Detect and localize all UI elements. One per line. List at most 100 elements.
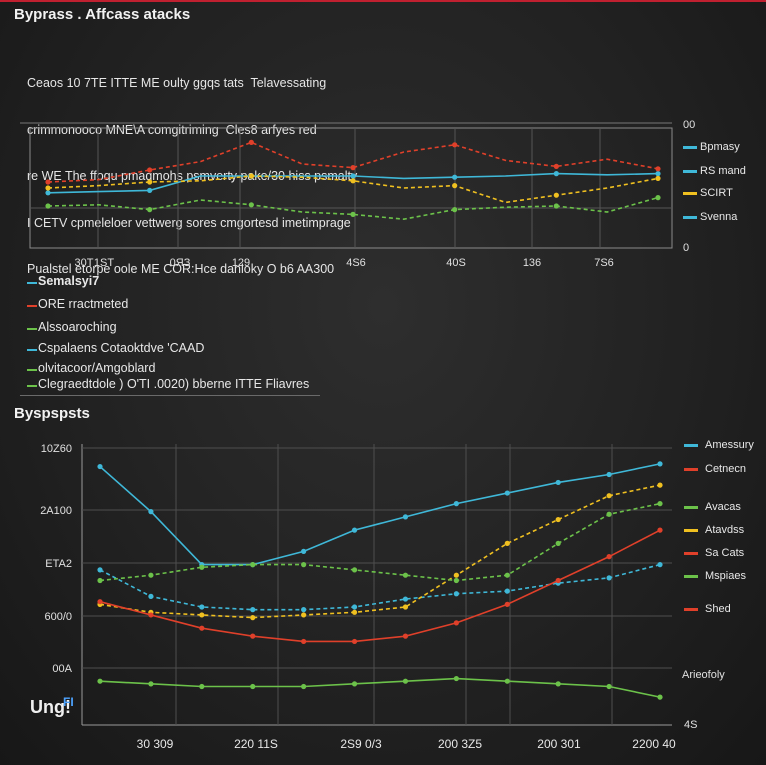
data-point (250, 633, 256, 639)
legend-label: Atavdss (705, 524, 745, 536)
data-point (553, 171, 559, 177)
data-point (402, 514, 409, 520)
data-point (199, 625, 205, 631)
legend-swatch (684, 506, 698, 509)
data-point (148, 572, 154, 578)
data-point (655, 195, 661, 201)
data-point (148, 509, 154, 515)
data-point (453, 501, 459, 507)
data-point (452, 207, 458, 213)
data-point (657, 562, 663, 568)
x-tick-label: 200 301 (537, 737, 581, 751)
data-point (606, 575, 612, 581)
key-label: olvitacoor/Amgoblard (38, 361, 156, 375)
data-point (147, 187, 153, 193)
page-title: Byprass . Affcass atacks (14, 6, 191, 23)
x-tick-label: 220 11S (234, 737, 278, 751)
data-point (452, 174, 458, 180)
key-label: Clegraedtdole ) O'TI .0020) bberne ITTE … (38, 377, 310, 391)
bottom-label: Arieofoly (682, 669, 725, 681)
x-tick-label: 136 (523, 257, 541, 269)
data-point (452, 183, 458, 189)
bottom-line-chart: 10Z60 2A100 ETA2 600/0 00A 30 309 220 11S 2S9 0… (40, 439, 754, 751)
data-point (555, 577, 561, 584)
key-label: Cspalaens Cotaoktdve 'CAAD (38, 341, 205, 355)
description-line: Ceaos 10 7TE ITTE ME oulty ggqs tats Tel… (27, 76, 327, 90)
key-marker (27, 305, 37, 307)
data-point (504, 572, 510, 578)
data-point (45, 179, 51, 185)
legend-label: Svenna (700, 211, 738, 223)
legend-swatch (683, 192, 697, 195)
data-point (147, 179, 153, 185)
data-point (657, 501, 663, 507)
key-marker (27, 328, 37, 330)
legend-swatch (684, 608, 698, 611)
legend-swatch (683, 170, 697, 173)
x-tick-label: 129 (232, 257, 250, 269)
data-point (553, 203, 559, 209)
data-point (199, 683, 205, 690)
data-point (250, 562, 256, 568)
data-point (301, 607, 307, 613)
data-point (350, 178, 356, 184)
section2-title: Byspspsts (14, 405, 90, 422)
y-tick-label: 00A (52, 663, 72, 675)
legend-label: RS mand (700, 165, 746, 177)
legend-label: Avacas (705, 501, 741, 513)
series-line (99, 529, 661, 643)
data-point (504, 678, 510, 684)
legend-swatch (684, 552, 698, 555)
data-point (350, 211, 356, 217)
x-tick-label: 30T (75, 257, 94, 269)
y-tick-label: 600/0 (44, 611, 72, 623)
legend-label: Shed (705, 603, 731, 615)
data-point (553, 163, 559, 169)
data-point (97, 567, 103, 573)
key-label: ORE rractmeted (38, 297, 129, 311)
legend-label: Amessury (705, 439, 754, 451)
data-point (657, 527, 663, 533)
legend-label: Sa Cats (705, 547, 745, 559)
right-axis-label: 0 (683, 242, 689, 254)
data-point (555, 516, 561, 523)
data-point (199, 604, 205, 610)
series-line (99, 677, 661, 698)
data-point (301, 638, 307, 645)
data-point (402, 596, 409, 602)
data-point (657, 694, 663, 700)
x-tick-label: 7S6 (594, 257, 614, 269)
data-point (453, 577, 459, 584)
data-point (655, 166, 661, 172)
y-tick-label: 2A100 (40, 505, 72, 517)
data-point (555, 681, 561, 687)
data-point (351, 567, 358, 573)
data-point (45, 190, 51, 196)
data-point (351, 604, 358, 610)
key-marker (27, 349, 37, 351)
data-point (351, 527, 358, 533)
data-point (97, 599, 103, 605)
data-point (453, 572, 459, 578)
data-point (147, 207, 153, 213)
data-point (199, 612, 205, 618)
data-point (453, 675, 459, 682)
top-accent-line (0, 0, 766, 2)
data-point (97, 463, 103, 470)
data-point (555, 479, 561, 486)
x-tick-label: 0ЯЗ (170, 257, 191, 269)
key-marker (27, 369, 37, 371)
legend-swatch (684, 468, 698, 471)
data-point (402, 572, 409, 578)
data-point (402, 633, 409, 639)
data-point (655, 175, 661, 181)
data-point (250, 683, 256, 690)
x-tick-label: 4S6 (346, 257, 366, 269)
data-point (657, 461, 663, 467)
data-point (148, 681, 154, 687)
data-point (452, 142, 458, 148)
series-line (99, 463, 661, 566)
description-line: I CETV cpmeleloer vettwerg sores cmgorte… (27, 215, 351, 230)
data-point (606, 493, 612, 499)
data-point (97, 678, 103, 684)
